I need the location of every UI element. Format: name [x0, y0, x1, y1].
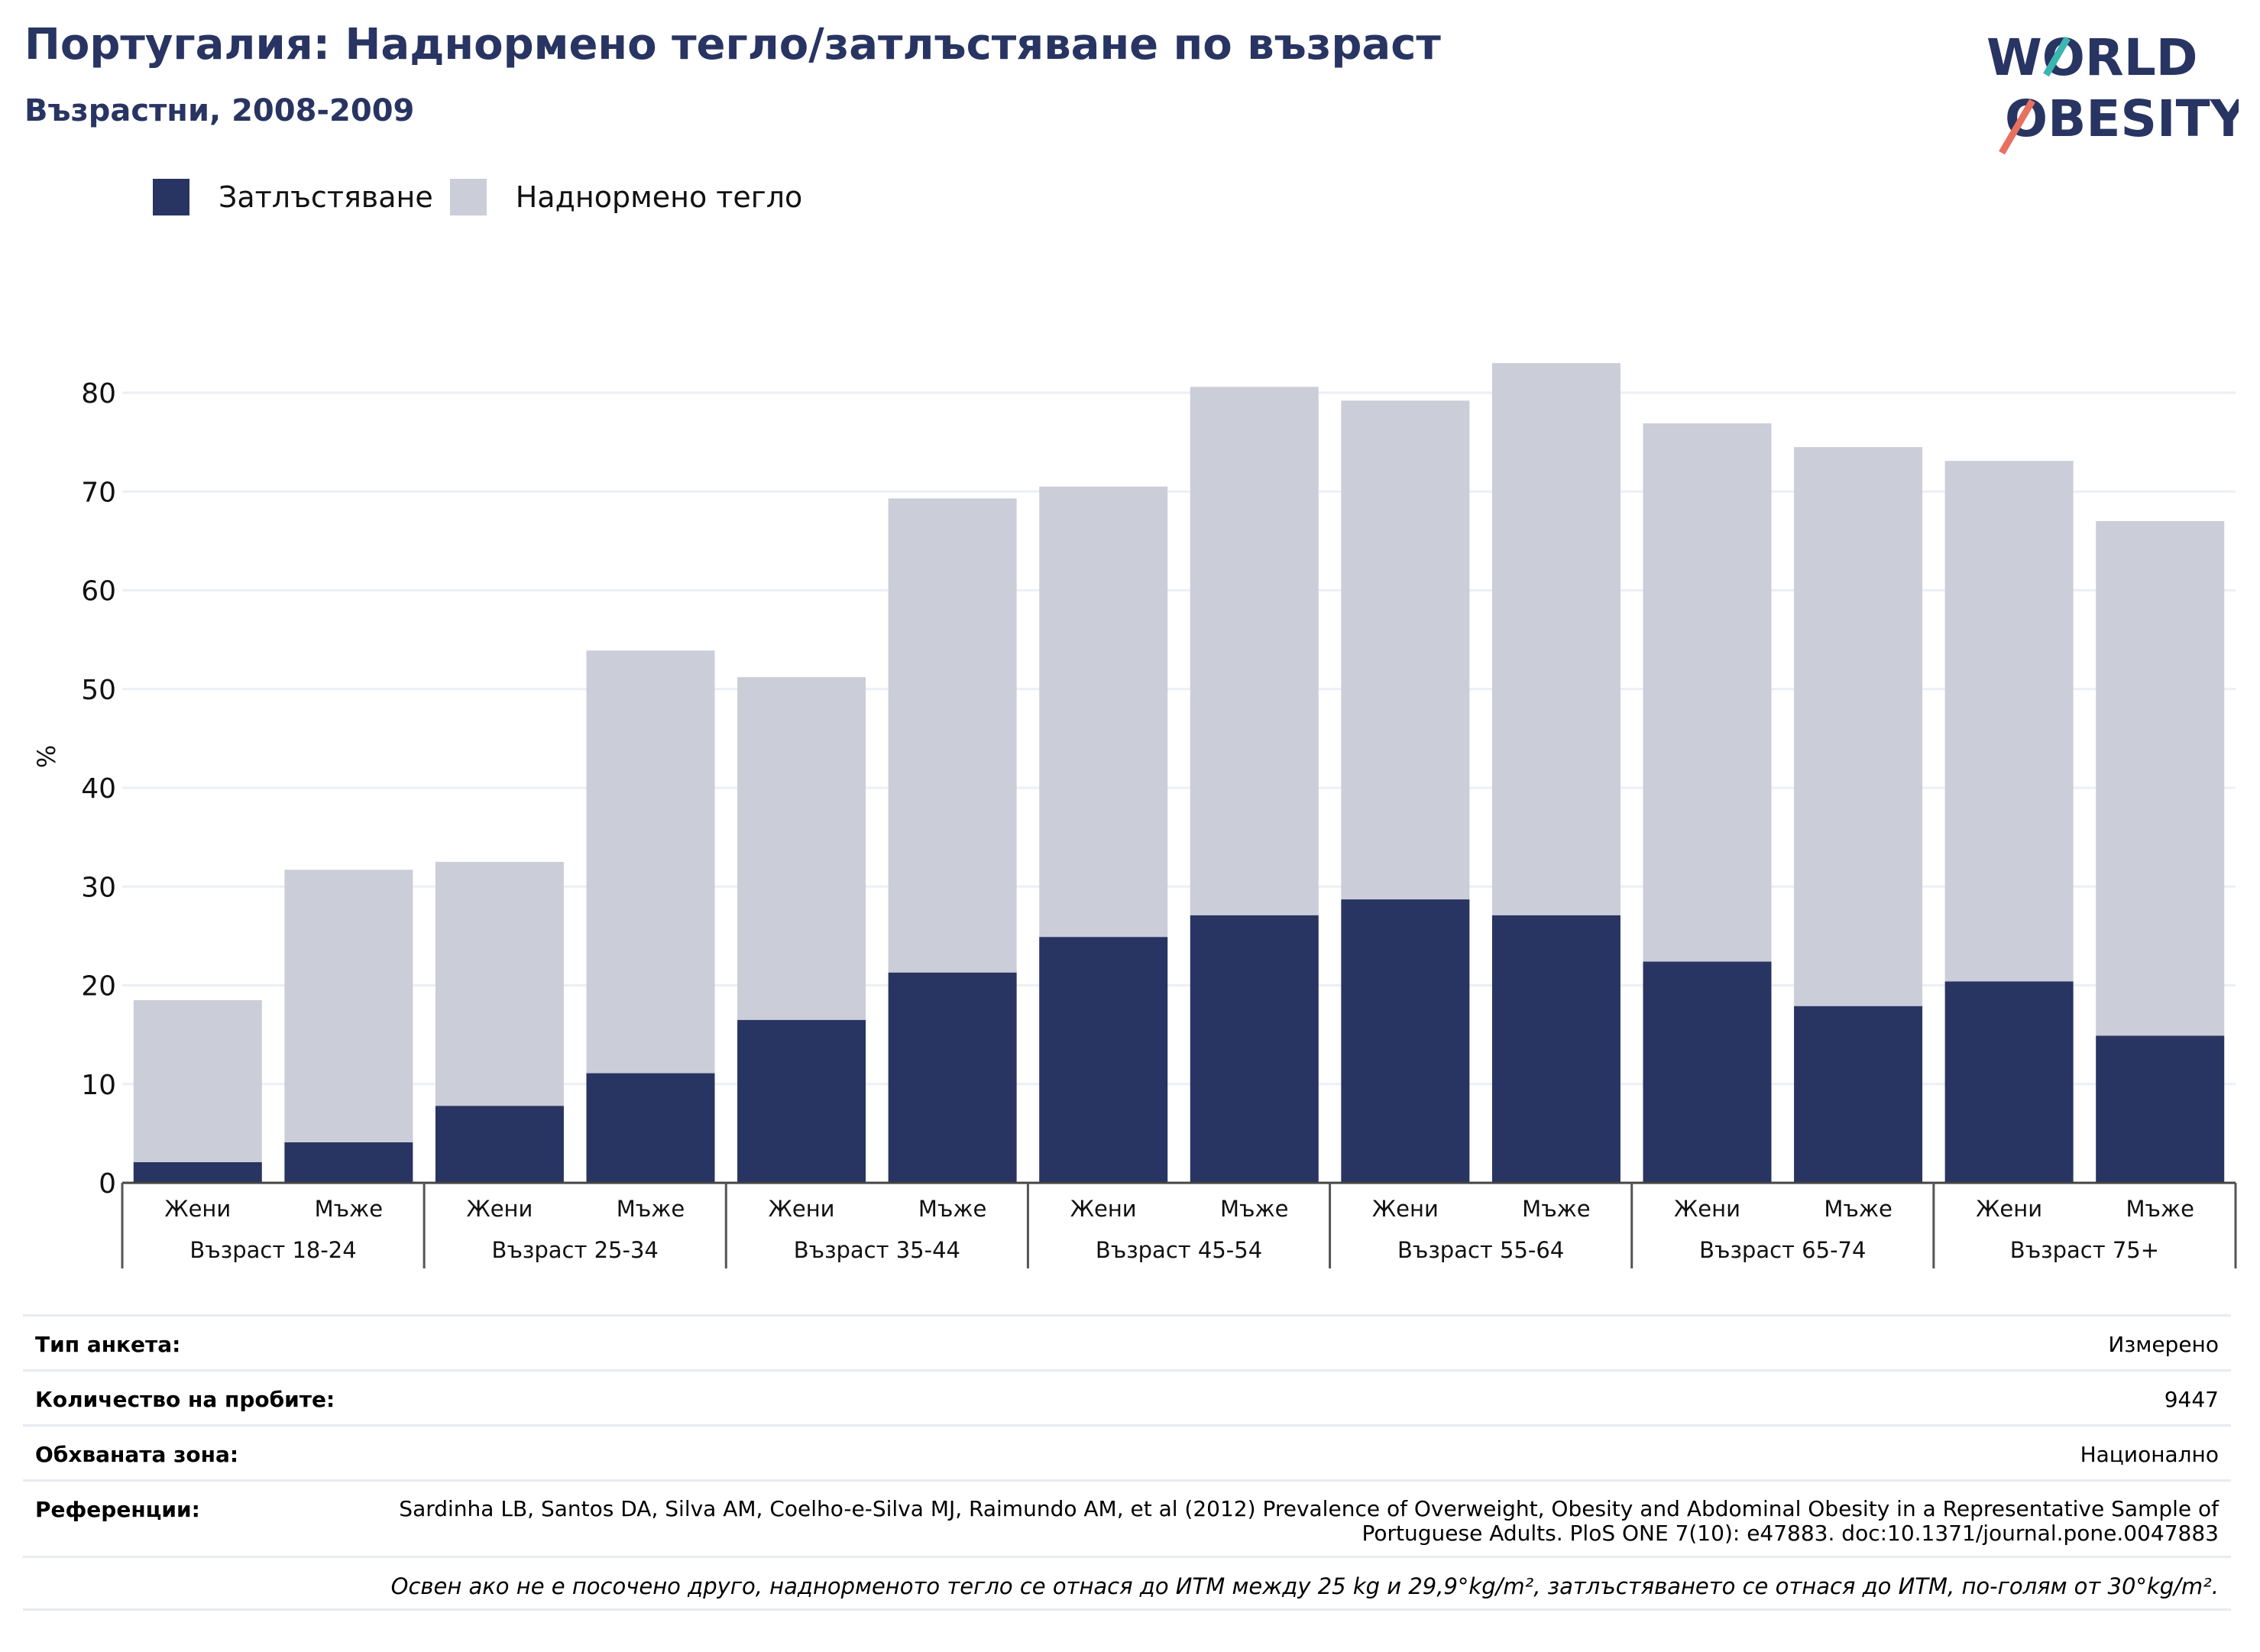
group-label: Възраст 75+ — [2010, 1237, 2159, 1263]
bar-obesity — [586, 1073, 715, 1183]
legend-swatch-obesity — [153, 179, 189, 215]
bar-obesity — [737, 1019, 866, 1183]
y-tick-label: 10 — [81, 1070, 116, 1101]
x-tick-label: Мъже — [617, 1196, 685, 1222]
info-value-survey-type: Измерено — [2108, 1332, 2219, 1357]
group-label: Възраст 25-34 — [492, 1237, 659, 1263]
bar-obesity — [284, 1142, 413, 1183]
info-row-note: Освен ако не е посочено друго, наднормен… — [23, 1556, 2231, 1611]
y-tick-label: 80 — [81, 378, 116, 410]
bar-obesity — [1944, 981, 2074, 1183]
bar-overweight — [1944, 461, 2074, 982]
legend-item-overweight: Наднормено тегло — [449, 179, 803, 215]
info-row-area: Обхваната зона: Национално — [23, 1424, 2231, 1479]
bar-obesity — [1190, 915, 1319, 1183]
bar-overweight — [1491, 363, 1621, 915]
y-tick-label: 40 — [81, 773, 116, 805]
y-tick-label: 50 — [81, 675, 116, 706]
bar-overweight — [737, 677, 866, 1020]
info-label-sample-size: Количество на пробите: — [35, 1387, 335, 1412]
world-obesity-logo: WORLD OBESITY — [1986, 28, 2239, 155]
group-label: Възраст 45-54 — [1096, 1237, 1262, 1263]
bar-obesity — [888, 972, 1017, 1183]
x-tick-label: Жени — [1372, 1196, 1439, 1222]
x-tick-label: Жени — [769, 1196, 835, 1222]
info-value-references: Sardinha LB, Santos DA, Silva AM, Coelho… — [399, 1496, 2219, 1546]
legend-label-overweight: Наднормено тегло — [515, 180, 803, 214]
bar-overweight — [2096, 521, 2225, 1036]
x-tick-label: Жени — [1674, 1196, 1740, 1222]
bar-obesity — [1341, 899, 1470, 1183]
x-tick-label: Мъже — [1220, 1196, 1288, 1222]
y-tick-label: 30 — [81, 872, 116, 903]
bar-obesity — [2096, 1035, 2225, 1183]
group-label: Възраст 18-24 — [189, 1237, 356, 1263]
bar-obesity — [1794, 1006, 1923, 1183]
bar-overweight — [586, 650, 715, 1074]
group-label: Възраст 55-64 — [1397, 1237, 1564, 1263]
bar-overweight — [284, 870, 413, 1143]
info-label-area: Обхваната зона: — [35, 1442, 239, 1467]
x-tick-label: Мъже — [315, 1196, 383, 1222]
bar-overweight — [1794, 447, 1923, 1006]
info-row-references: Референции: Sardinha LB, Santos DA, Silv… — [23, 1479, 2231, 1556]
y-tick-label: 70 — [81, 477, 116, 508]
bar-overweight — [1039, 486, 1168, 938]
bar-obesity — [133, 1161, 262, 1183]
y-tick-label: 20 — [81, 971, 116, 1003]
y-axis-label: % — [32, 745, 61, 768]
legend-swatch-overweight — [449, 179, 487, 215]
definition-note: Освен ако не е посочено друго, наднормен… — [390, 1573, 2219, 1599]
x-tick-label: Жени — [1070, 1196, 1137, 1222]
bar-overweight — [133, 999, 262, 1162]
info-label-survey-type: Тип анкета: — [35, 1332, 181, 1357]
group-label: Възраст 65-74 — [1699, 1237, 1866, 1263]
x-tick-label: Жени — [1976, 1196, 2042, 1222]
bar-overweight — [1190, 387, 1319, 915]
info-label-references: Референции: — [35, 1497, 200, 1522]
x-tick-label: Мъже — [1824, 1196, 1892, 1222]
x-tick-label: Мъже — [918, 1196, 986, 1222]
legend-label-obesity: Затлъстяване — [219, 180, 433, 214]
info-value-sample-size: 9447 — [2164, 1387, 2219, 1412]
chart-subtitle: Възрастни, 2008-2009 — [24, 93, 415, 128]
y-tick-label: 60 — [81, 576, 116, 607]
info-row-sample-size: Количество на пробите: 9447 — [23, 1369, 2231, 1424]
info-row-survey-type: Тип анкета: Измерено — [23, 1314, 2231, 1369]
bar-obesity — [435, 1106, 564, 1183]
bar-overweight — [1341, 400, 1470, 900]
legend-item-obesity: Затлъстяване — [153, 179, 433, 215]
bar-obesity — [1643, 961, 1772, 1183]
x-tick-label: Мъже — [1522, 1196, 1590, 1222]
survey-info-table: Тип анкета: Измерено Количество на проби… — [23, 1314, 2231, 1611]
group-label: Възраст 35-44 — [794, 1237, 960, 1263]
bar-chart: 0 10 20 30 40 50 60 70 80% Жени Мъже Жени Мъже Жени Мъ… — [32, 363, 2237, 1268]
x-tick-label: Жени — [466, 1196, 533, 1222]
bar-overweight — [435, 861, 564, 1106]
bar-overweight — [888, 498, 1017, 973]
y-tick-label: 0 — [99, 1168, 116, 1200]
chart-title: Португалия: Наднормено тегло/затлъстяван… — [24, 20, 1441, 70]
svg-text:OBESITY: OBESITY — [2005, 89, 2239, 148]
x-tick-label: Жени — [164, 1196, 231, 1222]
svg-text:WORLD: WORLD — [1986, 28, 2198, 87]
info-value-area: Национално — [2080, 1442, 2219, 1467]
x-tick-label: Мъже — [2126, 1196, 2194, 1222]
bar-obesity — [1039, 937, 1168, 1183]
bar-overweight — [1643, 423, 1772, 962]
legend: Затлъстяване Наднормено тегло — [153, 176, 819, 219]
bar-obesity — [1491, 915, 1621, 1183]
